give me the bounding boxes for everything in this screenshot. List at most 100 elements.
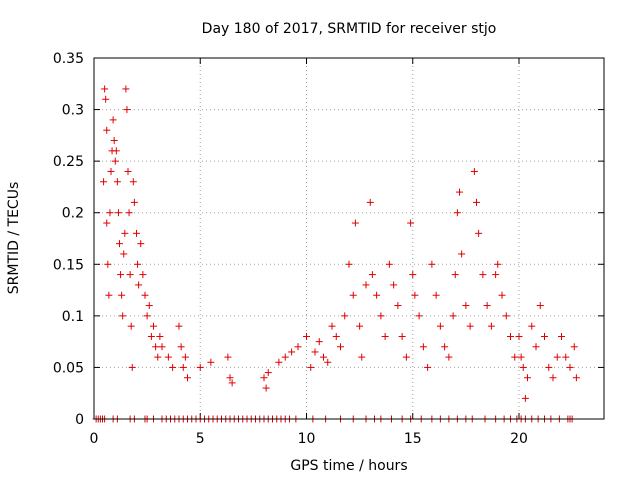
data-point bbox=[100, 178, 108, 186]
data-point bbox=[113, 178, 121, 186]
data-point bbox=[105, 291, 113, 299]
data-point bbox=[451, 271, 459, 279]
data-point bbox=[141, 291, 149, 299]
data-point bbox=[119, 312, 127, 320]
data-point bbox=[154, 353, 162, 361]
y-tick-label: 0.2 bbox=[62, 206, 84, 222]
data-point bbox=[502, 312, 510, 320]
data-point bbox=[262, 384, 270, 392]
y-tick-label: 0.35 bbox=[53, 51, 84, 67]
y-axis-label: SRMTID / TECUs bbox=[6, 182, 22, 295]
data-point bbox=[109, 116, 117, 124]
data-point bbox=[498, 291, 506, 299]
data-point bbox=[487, 322, 495, 330]
data-point bbox=[337, 343, 344, 351]
data-point bbox=[441, 343, 449, 351]
data-point bbox=[281, 353, 289, 361]
data-point bbox=[566, 363, 574, 371]
y-tick-label: 0.1 bbox=[62, 309, 84, 325]
data-point bbox=[328, 322, 336, 330]
data-point bbox=[524, 374, 531, 382]
data-point bbox=[402, 353, 410, 361]
data-point bbox=[473, 198, 480, 206]
data-point bbox=[288, 348, 296, 356]
data-point bbox=[107, 167, 115, 175]
data-point bbox=[156, 332, 164, 340]
data-point bbox=[124, 167, 132, 175]
data-point bbox=[128, 363, 136, 371]
data-point bbox=[390, 281, 398, 289]
data-point bbox=[226, 374, 234, 382]
data-point bbox=[150, 322, 157, 330]
data-point bbox=[394, 302, 402, 310]
data-point bbox=[368, 271, 376, 279]
x-tick-label: 5 bbox=[196, 431, 205, 447]
data-points bbox=[92, 85, 580, 423]
y-tick-label: 0.25 bbox=[53, 154, 84, 170]
data-point bbox=[139, 271, 147, 279]
grid bbox=[94, 58, 604, 419]
data-point bbox=[307, 363, 315, 371]
data-point bbox=[428, 260, 436, 268]
data-point bbox=[294, 343, 302, 351]
data-point bbox=[553, 353, 561, 361]
data-point bbox=[112, 147, 120, 155]
data-point bbox=[415, 312, 423, 320]
data-point bbox=[424, 363, 432, 371]
data-point bbox=[432, 291, 440, 299]
data-point bbox=[458, 250, 466, 258]
data-point bbox=[541, 332, 548, 340]
data-point bbox=[175, 322, 183, 330]
data-point bbox=[470, 167, 478, 175]
data-point bbox=[572, 374, 580, 382]
data-point bbox=[532, 343, 540, 351]
plot-frame bbox=[93, 57, 605, 420]
data-point bbox=[196, 363, 204, 371]
data-point bbox=[385, 260, 393, 268]
data-point bbox=[492, 271, 500, 279]
data-point bbox=[356, 322, 364, 330]
data-point bbox=[260, 374, 268, 382]
data-point bbox=[315, 338, 323, 346]
data-point bbox=[398, 332, 406, 340]
data-point bbox=[126, 271, 134, 279]
data-point bbox=[519, 363, 527, 371]
data-point bbox=[135, 281, 143, 289]
data-point bbox=[445, 353, 453, 361]
data-point bbox=[103, 219, 111, 227]
data-point bbox=[101, 85, 109, 93]
ticks: 0 0.05 0.1 0.15 0.2 0.25 0.3 0.35 0 5 10 15 20 bbox=[53, 51, 604, 447]
data-point bbox=[351, 219, 359, 227]
data-point bbox=[558, 332, 565, 340]
data-point bbox=[275, 358, 283, 366]
data-point bbox=[207, 358, 215, 366]
data-point bbox=[152, 343, 160, 351]
data-point bbox=[143, 312, 151, 320]
data-point bbox=[224, 353, 232, 361]
data-point bbox=[419, 343, 427, 351]
data-point bbox=[116, 240, 123, 248]
data-point bbox=[453, 209, 461, 217]
data-point bbox=[341, 312, 349, 320]
data-point bbox=[345, 260, 353, 268]
x-tick-label: 20 bbox=[510, 431, 528, 447]
data-point bbox=[479, 271, 487, 279]
data-point bbox=[377, 312, 385, 320]
data-point bbox=[181, 353, 189, 361]
data-point bbox=[536, 302, 544, 310]
data-point bbox=[121, 229, 129, 237]
x-tick-label: 10 bbox=[298, 431, 316, 447]
data-point bbox=[483, 302, 491, 310]
data-point bbox=[409, 271, 417, 279]
y-tick-label: 0.3 bbox=[62, 103, 84, 119]
data-point bbox=[521, 394, 529, 402]
data-point bbox=[362, 281, 370, 289]
data-point bbox=[147, 332, 155, 340]
data-point bbox=[102, 95, 110, 103]
data-point bbox=[169, 363, 177, 371]
data-point bbox=[562, 353, 570, 361]
data-point bbox=[407, 219, 415, 227]
data-point bbox=[528, 322, 536, 330]
data-point bbox=[475, 229, 483, 237]
data-point bbox=[122, 85, 130, 93]
